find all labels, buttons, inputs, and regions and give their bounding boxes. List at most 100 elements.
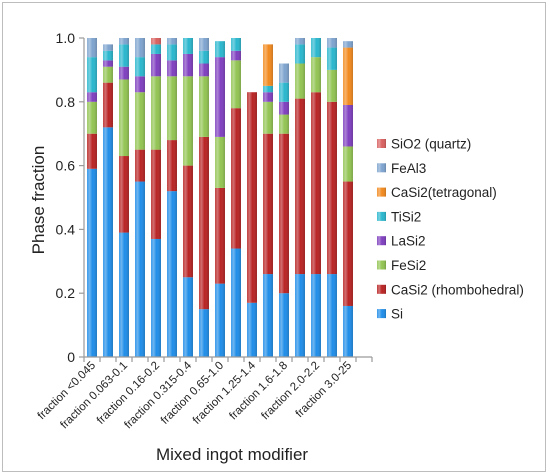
bar-shine (183, 165, 193, 278)
bar-shine (103, 82, 113, 128)
bar-shine (183, 76, 193, 166)
bar-shine (279, 114, 289, 134)
bar-shine (311, 92, 321, 275)
bar-shine (263, 85, 273, 93)
bar-shine (343, 146, 353, 182)
bar-shine (119, 44, 129, 67)
bar-shine (215, 57, 225, 137)
y-tick-label: 0 (67, 349, 75, 365)
y-tick-label: 1.0 (56, 30, 76, 46)
bar-shine (247, 92, 257, 303)
bar-shine (215, 283, 225, 357)
bar-shine (167, 60, 177, 77)
bar-shine (295, 98, 305, 275)
bar-shine (343, 47, 353, 105)
bar-shine (119, 156, 129, 233)
bar-shine (327, 274, 337, 357)
x-tick-label: fraction <0.045 (36, 360, 99, 423)
bar-shine (135, 57, 145, 77)
bar-shine (231, 248, 241, 357)
bar-shine (167, 76, 177, 141)
bar-shine (327, 38, 337, 48)
bar-shine (279, 293, 289, 357)
bar-shine (343, 41, 353, 48)
bar-shine (231, 108, 241, 249)
bar-shine (135, 76, 145, 93)
bar-shine (199, 50, 209, 64)
bar-shine (167, 38, 177, 45)
bar-shine (135, 181, 145, 357)
bar-shine (263, 44, 273, 86)
bar-shine (119, 66, 129, 80)
bar-shine (295, 63, 305, 99)
bar-shine (87, 38, 97, 58)
legend-label: LaSi2 (391, 234, 426, 249)
legend-swatch-shine (377, 260, 386, 270)
y-tick-label: 0.6 (56, 158, 76, 174)
bar-shine (263, 101, 273, 134)
legend-swatch-shine (377, 163, 386, 173)
legend-swatch-shine (377, 309, 386, 319)
bar-shine (295, 274, 305, 357)
bar-shine (263, 274, 273, 357)
legend-swatch-shine (377, 236, 386, 246)
bar-shine (279, 101, 289, 115)
bar-shine (343, 181, 353, 306)
y-tick-label: 0.8 (56, 94, 76, 110)
bar-shine (199, 63, 209, 77)
y-axis-title: Phase fraction (29, 146, 48, 255)
bar-shine (87, 57, 97, 93)
bar-shine (119, 79, 129, 157)
bar-shine (183, 38, 193, 54)
bar-shine (119, 38, 129, 45)
y-tick-label: 0.2 (56, 285, 76, 301)
legend-swatch-shine (377, 187, 386, 197)
bar-shine (215, 136, 225, 188)
bar-shine (231, 60, 241, 109)
bar-shine (151, 53, 161, 77)
bar-shine (119, 232, 129, 357)
legend-label: TiSi2 (391, 209, 421, 224)
bar-shine (327, 47, 337, 70)
legend-label: SiO2 (quartz) (391, 137, 471, 152)
bar-shine (215, 41, 225, 58)
legend-label: FeSi2 (391, 258, 426, 273)
bar-shine (279, 82, 289, 102)
bar-shine (343, 305, 353, 357)
bar-shine (167, 140, 177, 192)
legend-label: CaSi2 (rhombohedral) (391, 282, 524, 297)
bar-shine (151, 44, 161, 54)
bar-shine (87, 92, 97, 102)
bar-shine (151, 238, 161, 357)
bar-shine (87, 133, 97, 169)
bar-shine (311, 274, 321, 357)
bar-shine (135, 92, 145, 150)
bar-shine (103, 66, 113, 83)
y-tick-label: 0.4 (56, 221, 76, 237)
bar-shine (199, 309, 209, 357)
bar-shine (103, 44, 113, 51)
bar-shine (295, 44, 305, 64)
bar-shine (279, 63, 289, 83)
bar-shine (327, 101, 337, 275)
bar-shine (167, 44, 177, 61)
legend-label: CaSi2(tetragonal) (391, 185, 497, 200)
bar-shine (167, 191, 177, 357)
bar-shine (247, 302, 257, 357)
bar-shine (151, 76, 161, 150)
legend-swatch-shine (377, 211, 386, 221)
bar-shine (343, 104, 353, 147)
legend-label: Si (391, 307, 403, 322)
bar-shine (199, 76, 209, 137)
bar-shine (295, 38, 305, 45)
legend: SiO2 (quartz) FeAl3 CaSi2(tetragonal) TiSi2… (377, 137, 524, 322)
legend-swatch-shine (377, 284, 386, 294)
x-tick-label: fraction 1.6-1.8 (227, 360, 290, 423)
bar-shine (231, 38, 241, 51)
bar-shine (199, 136, 209, 310)
bar-shine (151, 149, 161, 239)
x-tick-label: fraction 3.0-25 (294, 360, 354, 420)
bar-shine (199, 38, 209, 51)
bar-shine (327, 69, 337, 102)
